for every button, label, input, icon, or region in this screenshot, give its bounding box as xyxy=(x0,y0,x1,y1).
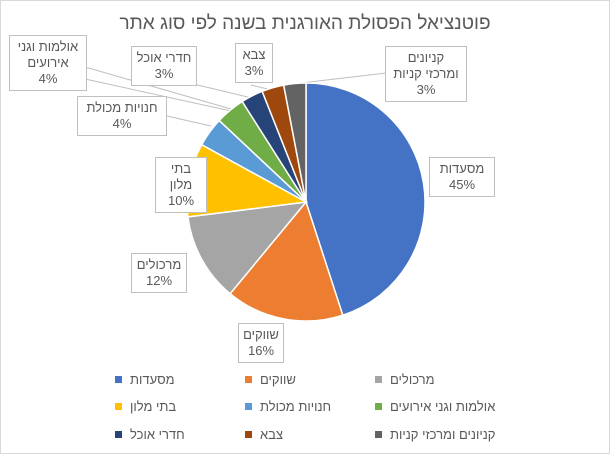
data-label-category: צבא xyxy=(242,47,266,62)
legend-label: בתי מלון xyxy=(130,399,177,414)
data-label: חדרי אוכל 3% xyxy=(131,46,197,86)
legend-label: אולמות וגני אירועים xyxy=(390,399,496,414)
legend-item: חדרי אוכל xyxy=(115,427,185,442)
data-label-value: 3% xyxy=(416,82,436,97)
data-label: בתי מלון 10% xyxy=(155,157,207,213)
pie-slice xyxy=(282,82,307,203)
legend-marker xyxy=(375,431,382,438)
legend-label: קניונים ומרכזי קניות xyxy=(390,427,496,442)
legend-marker xyxy=(115,403,122,410)
data-label-value: 10% xyxy=(167,193,195,208)
legend-item: צבא xyxy=(245,427,283,442)
legend-item: חנויות מכולת xyxy=(245,399,331,414)
data-label-category: קניונים ומרכזי קניות xyxy=(393,50,459,81)
data-label: שווקים 16% xyxy=(238,323,284,363)
data-label-category: חנויות מכולת xyxy=(86,100,158,115)
legend-item: שווקים xyxy=(245,372,296,387)
data-label: מרכולים 12% xyxy=(131,253,187,293)
leader-lines xyxy=(84,66,387,127)
pie-slice xyxy=(187,201,308,295)
legend-marker xyxy=(115,431,122,438)
legend-label: צבא xyxy=(260,427,284,442)
chart-title: פוטנציאל הפסולת האורגנית בשנה לפי סוג את… xyxy=(119,13,491,34)
leader-line xyxy=(84,78,232,112)
legend-item: מרכולים xyxy=(375,372,435,387)
data-label-value: 45% xyxy=(448,177,476,192)
data-label-value: 3% xyxy=(154,66,174,81)
data-label-category: בתי מלון xyxy=(169,161,193,192)
legend-item: אולמות וגני אירועים xyxy=(375,399,495,414)
data-label-category: מרכולים xyxy=(136,257,182,272)
legend-item: מסעדות xyxy=(115,372,175,387)
leader-line xyxy=(84,66,232,110)
data-label: צבא 3% xyxy=(235,43,273,83)
legend-marker xyxy=(375,403,382,410)
data-label-value: 4% xyxy=(112,116,132,131)
leader-line xyxy=(166,115,212,127)
legend-label: שווקים xyxy=(260,372,296,387)
data-label: קניונים ומרכזי קניות 3% xyxy=(385,46,467,102)
legend-item: קניונים ומרכזי קניות xyxy=(375,427,495,442)
legend-marker xyxy=(245,403,252,410)
legend: מסעדות שווקים מרכולים בתי מלון חנויות מכולת א… xyxy=(1,367,609,447)
pie-slice xyxy=(305,82,426,317)
leader-line xyxy=(300,72,387,84)
data-label-category: מסעדות xyxy=(439,161,485,176)
legend-label: מסעדות xyxy=(130,372,175,387)
data-label-value: 4% xyxy=(38,71,58,86)
data-label-category: אולמות וגני אירועים xyxy=(17,39,79,70)
legend-label: חדרי אוכל xyxy=(130,427,185,442)
data-label-value: 12% xyxy=(145,273,173,288)
data-label-category: חדרי אוכל xyxy=(136,50,192,65)
legend-marker xyxy=(245,431,252,438)
data-label-category: שווקים xyxy=(243,327,279,342)
data-label: אולמות וגני אירועים 4% xyxy=(9,35,87,91)
legend-item: בתי מלון xyxy=(115,399,176,414)
data-label: מסעדות 45% xyxy=(429,157,495,197)
data-label: חנויות מכולת 4% xyxy=(77,96,167,136)
legend-label: מרכולים xyxy=(390,372,435,387)
legend-marker xyxy=(245,376,252,383)
legend-marker xyxy=(115,376,122,383)
legend-marker xyxy=(375,376,382,383)
legend-label: חנויות מכולת xyxy=(260,399,332,414)
pie-slice xyxy=(229,200,344,322)
data-label-value: 16% xyxy=(247,343,275,358)
data-label-value: 3% xyxy=(244,63,264,78)
